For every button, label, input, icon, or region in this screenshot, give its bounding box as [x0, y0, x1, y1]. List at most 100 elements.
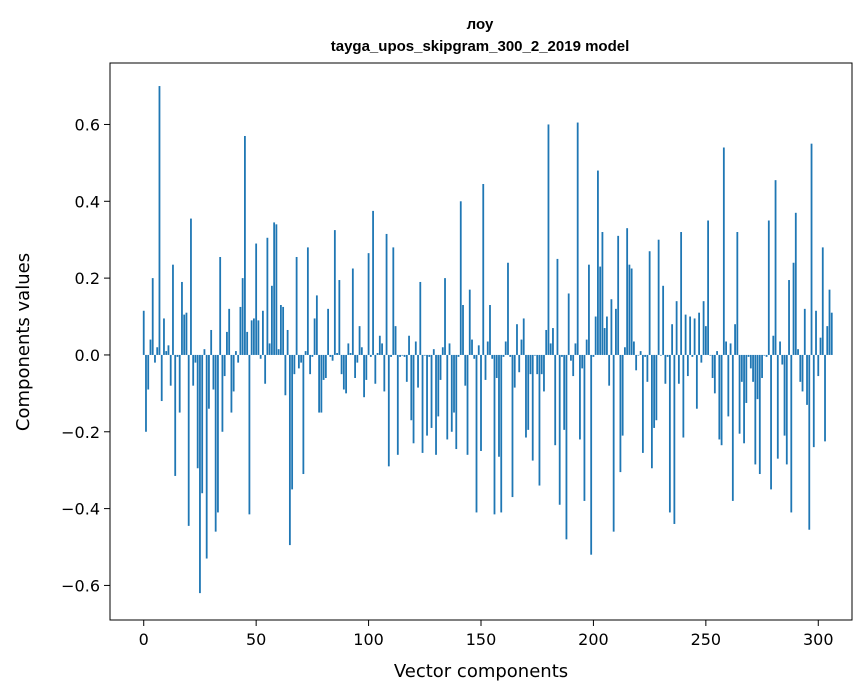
bar	[698, 312, 700, 355]
bar	[385, 233, 388, 355]
y-tick-label: 0.6	[75, 115, 100, 134]
bar	[727, 354, 730, 417]
bar	[788, 280, 790, 355]
bar	[527, 354, 530, 430]
bar	[495, 354, 498, 378]
chart-title: лоу	[467, 16, 494, 33]
bar	[446, 354, 449, 440]
bar	[518, 354, 521, 373]
bar	[392, 247, 395, 355]
bar	[770, 354, 772, 490]
bar	[235, 351, 237, 355]
bar	[329, 354, 332, 357]
bar	[644, 354, 647, 357]
bar	[635, 354, 638, 371]
bar	[597, 170, 599, 355]
bar	[682, 354, 685, 438]
bar	[156, 347, 159, 355]
bar	[185, 312, 188, 355]
bar	[785, 354, 788, 465]
bar	[196, 354, 199, 469]
bar	[624, 347, 626, 355]
bar	[758, 354, 761, 475]
bar	[588, 264, 590, 355]
bar	[374, 354, 377, 384]
bar	[745, 354, 748, 403]
y-tick-label: −0.6	[61, 576, 100, 595]
bar	[711, 354, 714, 378]
bar	[279, 305, 282, 355]
bar	[376, 353, 379, 355]
bar	[302, 354, 305, 475]
bar	[689, 316, 692, 355]
bar	[448, 343, 451, 355]
bar	[347, 343, 350, 355]
bar	[797, 349, 799, 355]
bar	[428, 354, 431, 357]
bar	[210, 329, 213, 355]
bar	[626, 228, 629, 355]
bar	[284, 354, 287, 396]
bar	[369, 354, 372, 357]
bar	[331, 354, 334, 361]
bar	[340, 354, 343, 375]
bar	[801, 354, 804, 392]
bar	[664, 354, 667, 384]
bar	[617, 235, 620, 355]
bar	[192, 354, 195, 386]
bar	[763, 354, 766, 356]
bar	[659, 354, 662, 356]
bar	[502, 354, 505, 357]
bar	[432, 349, 435, 355]
bar	[145, 354, 147, 432]
bar	[668, 354, 671, 513]
bar	[208, 354, 210, 409]
bar	[408, 335, 410, 355]
bar	[457, 354, 460, 357]
bar	[226, 331, 228, 355]
x-axis-label: Vector components	[394, 661, 568, 682]
bar	[633, 341, 635, 355]
bar	[779, 341, 781, 355]
bar	[552, 328, 554, 355]
bar	[423, 354, 426, 356]
bar	[356, 354, 359, 363]
bar	[439, 354, 442, 380]
bar	[704, 326, 707, 355]
bar	[342, 354, 345, 390]
bar	[241, 278, 244, 355]
bar	[650, 354, 653, 469]
bar	[812, 354, 815, 448]
y-tick-label: 0.4	[75, 192, 100, 211]
bar	[327, 308, 329, 355]
bar	[554, 354, 557, 446]
bar	[808, 354, 811, 530]
bar	[282, 306, 285, 355]
bar	[615, 308, 617, 355]
bar	[466, 354, 469, 455]
bar	[767, 220, 770, 355]
bar	[268, 343, 271, 355]
bar	[594, 316, 597, 355]
bar	[731, 354, 734, 501]
bar	[345, 354, 347, 394]
bars-group	[142, 86, 833, 594]
bar	[675, 301, 678, 355]
bar	[691, 354, 694, 357]
bar	[399, 354, 401, 357]
bar	[572, 354, 575, 377]
chart-subtitle: tayga_upos_skipgram_300_2_2019 model	[331, 38, 630, 55]
bar	[426, 354, 428, 436]
bar	[430, 354, 433, 428]
bar	[507, 262, 509, 355]
bar	[273, 222, 276, 355]
bar	[295, 256, 298, 355]
bar	[455, 354, 458, 450]
bar	[547, 124, 550, 355]
bar	[174, 354, 177, 476]
bar	[351, 268, 354, 355]
bar	[255, 243, 258, 355]
bar	[606, 316, 608, 355]
bar	[151, 278, 154, 355]
bar	[259, 354, 262, 359]
